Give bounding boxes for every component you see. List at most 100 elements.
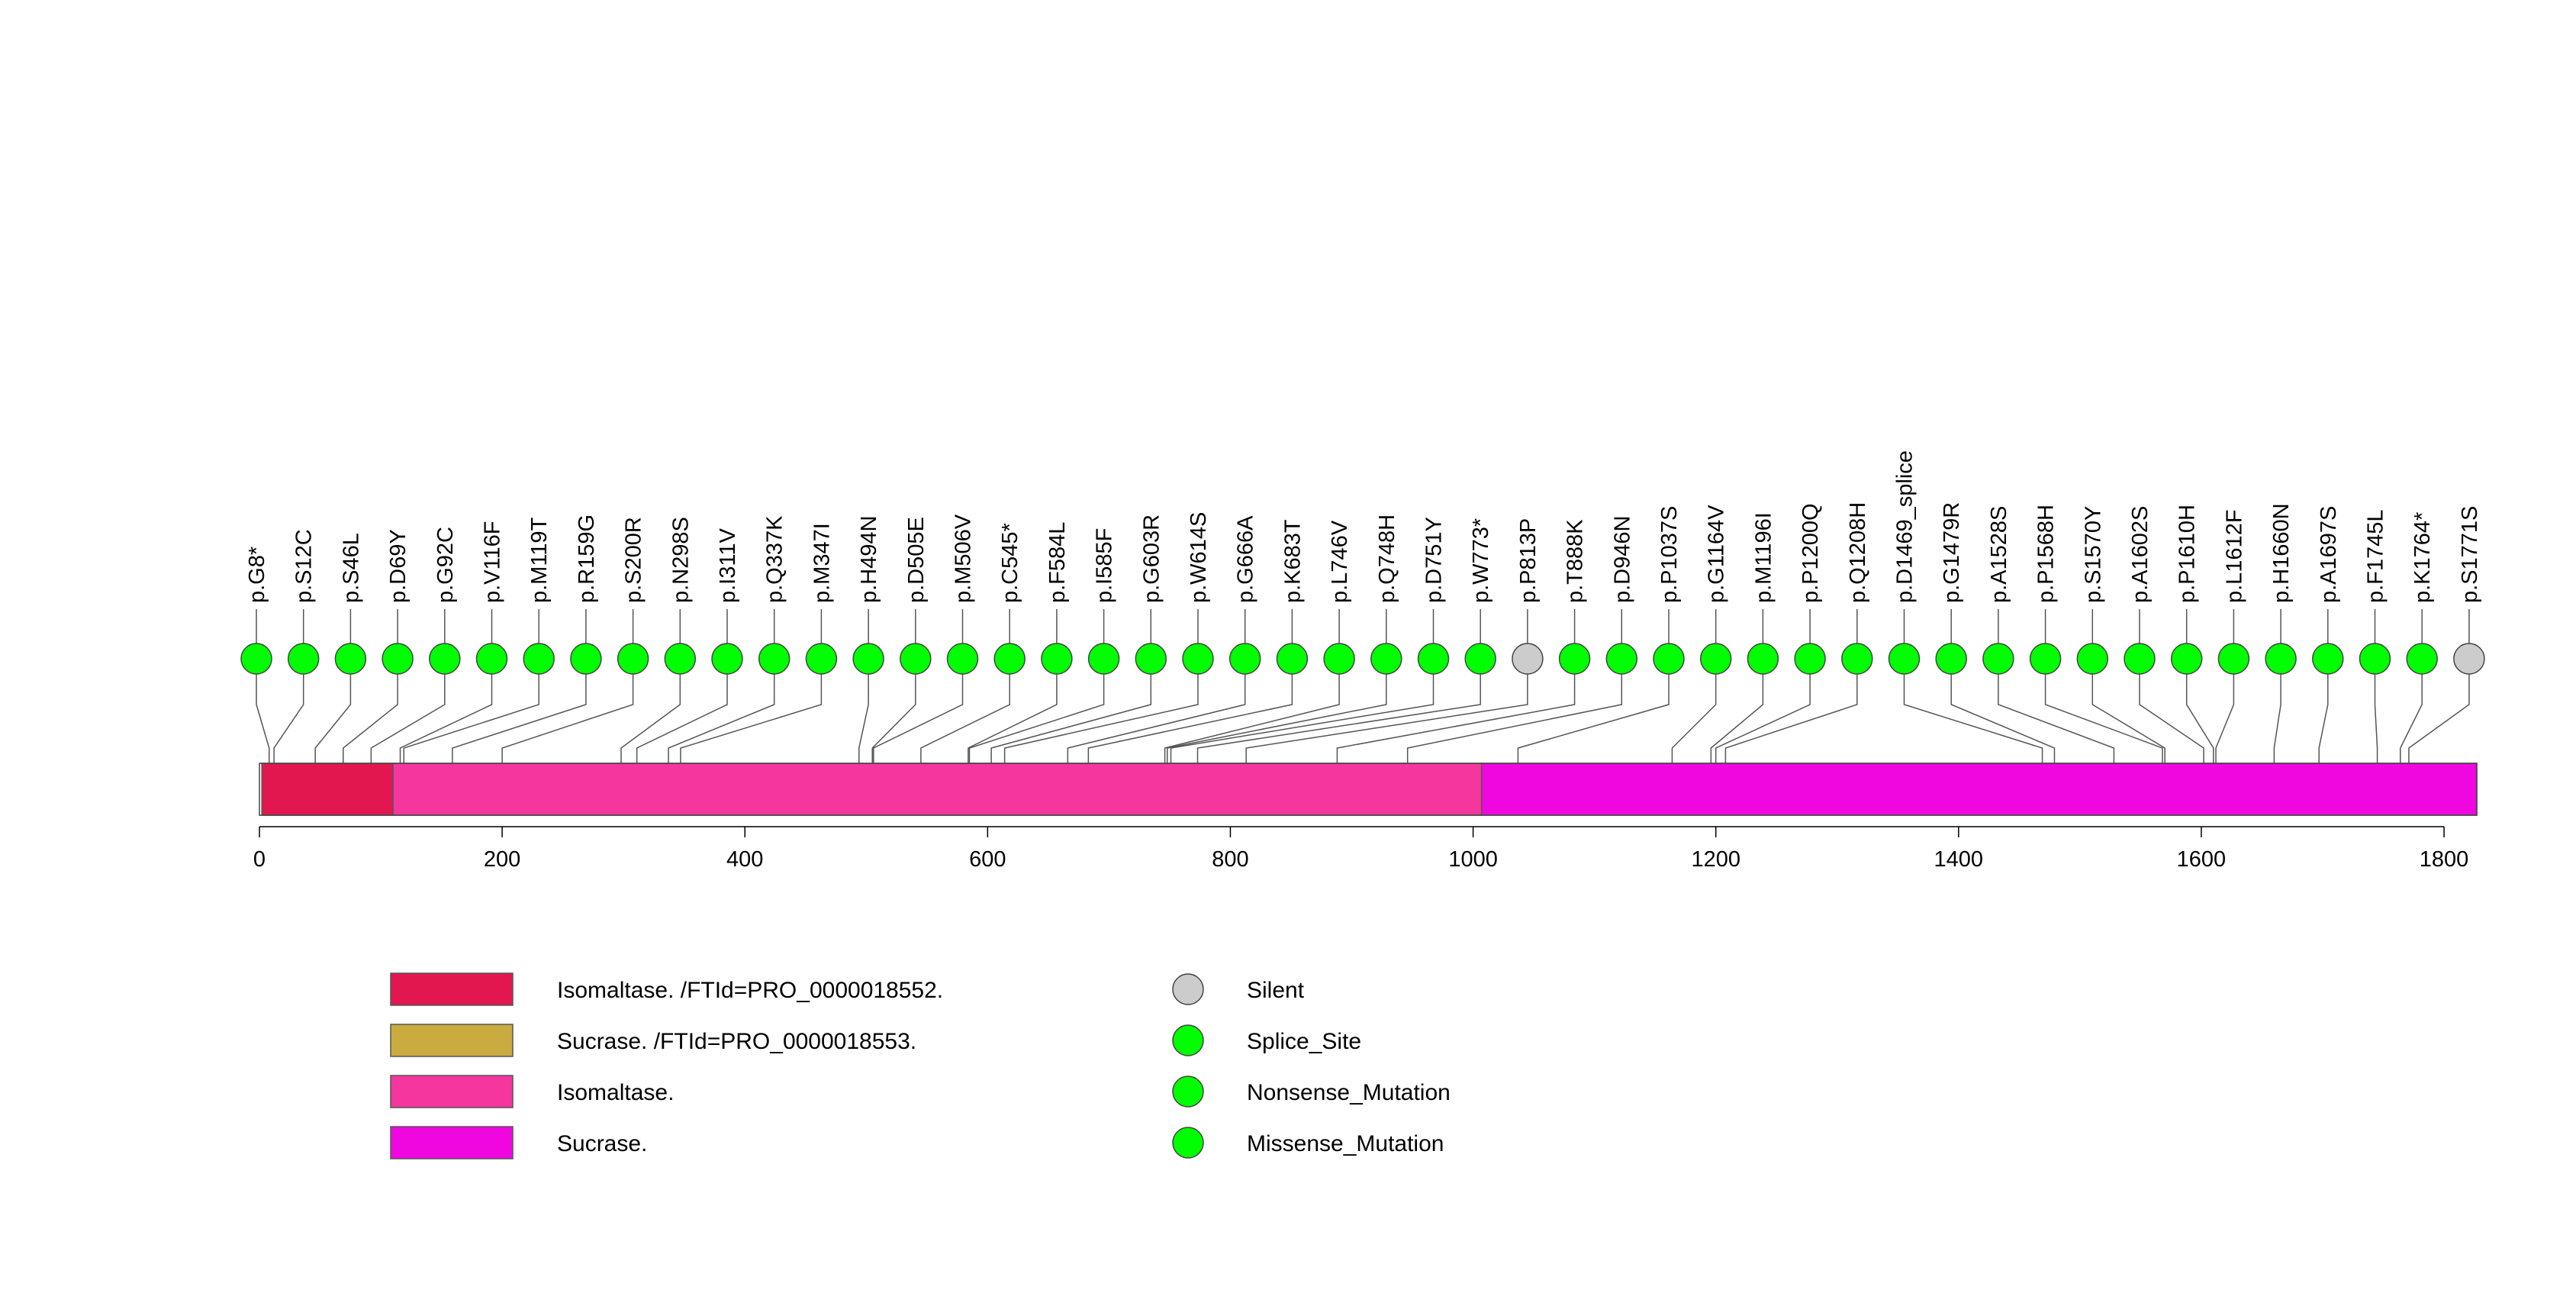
mutation-point-p-d946n <box>1605 643 1638 675</box>
mutation-point-p-m119t <box>523 643 555 675</box>
mutation-label-p-f1745l: p.F1745L <box>2364 509 2388 603</box>
x-tick-label-1400: 1400 <box>1934 847 1984 872</box>
connector-p-p1037s <box>1517 674 1670 763</box>
mutation-label-p-d69y: p.D69Y <box>386 529 411 603</box>
mutation-point-p-d69y <box>382 643 414 675</box>
mutation-point-p-a1697s <box>2312 643 2344 675</box>
x-axis: 0 200 400 600 800 1000 1200 1400 1600 1800 <box>253 826 2468 872</box>
mutation-point-p-k1764 <box>2406 643 2438 675</box>
connector-p-d69y <box>343 674 398 763</box>
mutation-point-p-m506v <box>946 643 979 675</box>
mutation-point-p-g1479r <box>1935 643 1967 675</box>
connector-p-m1196i <box>1710 674 1764 763</box>
mutation-point-p-s12c <box>287 643 320 675</box>
mutation-label-p-s200r: p.S200R <box>622 517 646 603</box>
connector-p-d505e <box>871 674 916 763</box>
mutation-label-p-h1660n: p.H1660N <box>2269 503 2294 603</box>
mutation-point-p-m1196i <box>1747 643 1779 675</box>
mutation-point-p-g8 <box>240 643 272 675</box>
legend-swatch-sucrase-ftid-pro-0000018553 <box>390 1024 514 1057</box>
connector-p-l1612f <box>2215 674 2235 763</box>
mutation-label-p-s12c: p.S12C <box>292 529 317 603</box>
mutation-label-p-m347i: p.M347I <box>810 523 834 603</box>
mutation-point-p-i585f <box>1087 643 1120 675</box>
x-tick-label-1200: 1200 <box>1691 847 1740 872</box>
mutation-label-p-v116f: p.V116F <box>481 521 505 603</box>
connector-p-g92c <box>370 674 446 763</box>
connector-p-r159g <box>452 674 587 763</box>
mutation-label-p-d946n: p.D946N <box>1610 516 1634 603</box>
mutation-label-p-a1602s: p.A1602S <box>2128 506 2153 603</box>
mutation-label-p-p813p: p.P813P <box>1516 518 1541 603</box>
connector-p-p813p <box>1245 674 1528 763</box>
mutation-point-p-a1602s <box>2124 643 2156 675</box>
connector-p-s200r <box>501 674 634 763</box>
mutation-label-p-g666a: p.G666A <box>1234 515 1258 603</box>
mutation-point-p-s200r <box>617 643 649 675</box>
mutation-point-p-g92c <box>429 643 461 675</box>
legend-marker-silent <box>1172 973 1204 1005</box>
mutation-label-p-k683t: p.K683T <box>1280 519 1305 603</box>
connector-p-k683t <box>1087 674 1293 763</box>
legend-label-missense-mutation: Missense_Mutation <box>1247 1131 1444 1156</box>
connector-p-s12c <box>273 674 304 763</box>
mutation-point-p-r159g <box>570 643 602 675</box>
connector-p-a1602s <box>2139 674 2204 763</box>
domain-isomaltase-ftid-pro-0000018552 <box>261 763 394 816</box>
mutation-label-p-r159g: p.R159G <box>575 514 599 603</box>
mutation-point-p-n298s <box>664 643 697 675</box>
legend-label-splice-site: Splice_Site <box>1247 1029 1361 1054</box>
mutation-label-p-s1771s: p.S1771S <box>2458 506 2482 603</box>
mutation-point-p-t888k <box>1558 643 1591 675</box>
mutation-point-p-p813p <box>1512 643 1544 675</box>
mutation-point-p-g666a <box>1228 643 1261 675</box>
mutation-point-p-f584l <box>1041 643 1073 675</box>
mutation-label-p-g1164v: p.G1164V <box>1705 505 1729 603</box>
mutation-point-p-m347i <box>805 643 838 675</box>
connector-p-h494n <box>858 674 869 763</box>
x-tick-label-600: 600 <box>969 847 1006 872</box>
connector-p-s46l <box>314 674 352 763</box>
legend-label-isomaltase-ftid-pro-0000018552: Isomaltase. /FTId=PRO_0000018552. <box>557 978 943 1003</box>
mutation-point-p-d751y <box>1417 643 1450 675</box>
connector-p-i585f <box>968 674 1105 763</box>
mutation-label-p-g603r: p.G603R <box>1139 514 1164 603</box>
connector-p-a1697s <box>2318 674 2329 763</box>
connector-p-q748h <box>1167 674 1387 763</box>
mutation-label-p-m119t: p.M119T <box>527 517 552 603</box>
mutation-point-p-f1745l <box>2359 643 2391 675</box>
mutation-labels: p.G8* p.S12C p.S46L p.D69Y p.G92C p.V116F p.M1… <box>245 450 2482 603</box>
protein-outline <box>259 763 2478 816</box>
legend-marker-missense-mutation <box>1172 1127 1204 1159</box>
mutation-label-p-s1570y: p.S1570Y <box>2081 506 2105 603</box>
mutation-points <box>240 643 2485 675</box>
connector-p-k1764 <box>2400 674 2423 763</box>
mutation-point-p-s1570y <box>2076 643 2109 675</box>
mutation-label-p-d1469-splice: p.D1469_splice <box>1893 450 1918 603</box>
connector-p-w773 <box>1196 674 1481 763</box>
connector-p-p1200q <box>1715 674 1811 763</box>
mutation-label-p-q748h: p.Q748H <box>1375 514 1399 603</box>
mutation-label-p-g92c: p.G92C <box>433 527 458 603</box>
connector-p-s1771s <box>2408 674 2470 763</box>
connector-p-g1164v <box>1671 674 1717 763</box>
mutation-label-p-p1200q: p.P1200Q <box>1798 503 1823 603</box>
mutation-point-p-l1612f <box>2217 643 2250 675</box>
connector-p-g8 <box>256 674 270 763</box>
domain-sucrase <box>1480 763 2478 816</box>
connector-p-f1745l <box>2374 674 2378 763</box>
mutation-point-p-c545 <box>993 643 1026 675</box>
mutation-point-p-q748h <box>1370 643 1402 675</box>
connector-p-g666a <box>1067 674 1246 763</box>
protein-domains <box>259 763 2478 816</box>
mutation-point-p-h1660n <box>2265 643 2297 675</box>
connector-p-p1610h <box>2185 674 2214 763</box>
legend-label-sucrase-ftid-pro-0000018553: Sucrase. /FTId=PRO_0000018553. <box>557 1029 916 1054</box>
mutation-point-p-q337k <box>758 643 791 675</box>
x-tick-label-1600: 1600 <box>2177 847 2227 872</box>
connector-p-t888k <box>1336 674 1576 763</box>
x-tick-label-1000: 1000 <box>1448 847 1498 872</box>
mutation-point-p-p1037s <box>1653 643 1685 675</box>
mutation-point-p-q1208h <box>1841 643 1873 675</box>
mutation-label-p-t888k: p.T888K <box>1563 519 1588 603</box>
